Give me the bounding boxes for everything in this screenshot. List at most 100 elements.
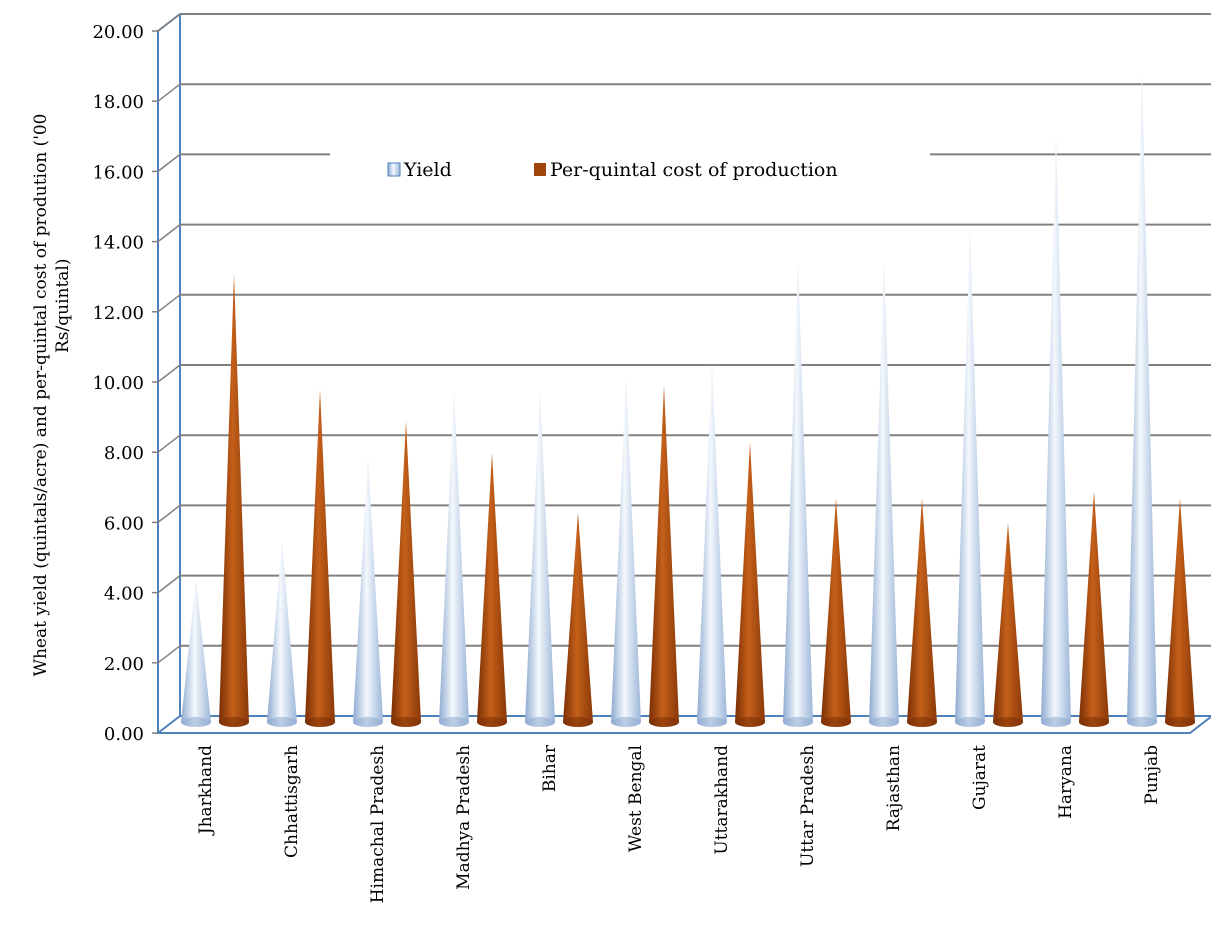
x-category-label: Chhattisgarh [282,745,302,858]
cone-body [697,361,727,727]
cone-base [1041,717,1071,727]
y-tick-label: 0.00 [104,724,144,745]
yield-cone-haryana [1041,129,1071,727]
yield-cone-uttar-pradesh [783,259,813,727]
yield-cone-rajasthan [869,259,899,727]
cone-body [219,273,249,727]
cone-body [1079,491,1109,727]
cost-cone-uttarakhand [735,442,765,727]
x-category-label: Himachal Pradesh [368,745,388,903]
gridline-side [157,364,181,383]
y-tick-label: 2.00 [104,654,144,675]
cost-cone-bihar [563,512,593,727]
cone-base [783,717,813,727]
cone-body [783,259,813,727]
legend-label-cost: Per-quintal cost of production [550,159,838,181]
cone-body [735,442,765,727]
cone-base [563,717,593,727]
cost-cone-punjab [1165,498,1195,727]
y-tick-label: 12.00 [92,303,144,324]
y-tick-label: 10.00 [92,373,144,394]
legend-background [330,140,930,200]
cone-base [611,717,641,727]
x-category-label: Uttar Pradesh [798,745,818,867]
cone-base [697,717,727,727]
gridline-side [157,153,181,172]
x-category-label: Madhya Pradesh [454,745,474,890]
gridline-side [157,224,181,243]
gridline-side [157,294,181,313]
cone-body [1041,129,1071,727]
x-category-label: West Bengal [626,745,646,852]
cone-body [1165,498,1195,727]
floor [155,715,1211,734]
x-category-label: Punjab [1142,745,1162,805]
y-axis-label-line2: Rs/quintal) [53,258,73,353]
y-axis-ticks: 0.00 2.00 4.00 6.00 8.00 10.00 12.00 14.00 16.00… [92,22,158,745]
cone-base [821,717,851,727]
y-tick-label: 20.00 [92,22,144,43]
y-tick-label: 14.00 [92,233,144,254]
y-tick-label: 18.00 [92,92,144,113]
cone-base [477,717,507,727]
x-category-label: Bihar [540,744,560,792]
cone-body [353,456,383,727]
cone-base [391,717,421,727]
cone-body [649,386,679,727]
cone-base [1127,717,1157,727]
yield-cone-punjab [1127,70,1157,727]
yield-cone-madhya-pradesh [439,389,469,727]
x-category-label: Jharkhand [196,745,216,836]
cone-body [439,389,469,727]
cone-body [611,375,641,727]
legend: Yield Per-quintal cost of production [330,140,930,200]
cone-body [907,498,937,727]
cost-cone-gujarat [993,522,1023,727]
y-tick-label: 6.00 [104,513,144,534]
cone-base [735,717,765,727]
cost-cone-haryana [1079,491,1109,727]
cone-base [525,717,555,727]
cone-base [907,717,937,727]
cone-body [993,522,1023,727]
cost-cone-madhya-pradesh [477,452,507,727]
gridline-side [157,434,181,453]
x-category-label: Uttarakhand [712,745,732,855]
cone-base [219,717,249,727]
legend-swatch-yield [387,162,401,177]
cone-base [1165,717,1195,727]
cost-cone-west-bengal [649,386,679,727]
cone-base [439,717,469,727]
cost-cone-chhattisgarh [305,389,335,727]
cone-body [305,389,335,727]
x-category-label: Haryana [1056,745,1076,819]
y-tick-label: 8.00 [104,443,144,464]
cone-base [955,717,985,727]
cost-cone-uttar-pradesh [821,498,851,727]
cone-base [869,717,899,727]
cost-cone-jharkhand [219,273,249,727]
cone-body [563,512,593,727]
y-tick-label: 16.00 [92,162,144,183]
cone-body [391,421,421,727]
cone-body [955,224,985,727]
yield-cone-chhattisgarh [267,540,297,727]
gridline-side [157,504,181,523]
yield-cone-west-bengal [611,375,641,727]
cost-cone-himachal-pradesh [391,421,421,727]
cone-base [1079,717,1109,727]
cone-base [267,717,297,727]
x-axis-categories: Jharkhand Chhattisgarh Himachal Pradesh Mad… [196,744,1162,903]
gridlines [157,13,1211,664]
cone-body [821,498,851,727]
legend-swatch-cost [534,163,546,176]
cone-body [477,452,507,727]
cone-body [181,579,211,727]
yield-cone-jharkhand [181,579,211,727]
x-category-label: Gujarat [970,745,990,810]
chart-marks [181,70,1195,727]
cone-body [1127,70,1157,727]
legend-label-yield: Yield [403,159,452,181]
y-tick-label: 4.00 [104,584,144,605]
